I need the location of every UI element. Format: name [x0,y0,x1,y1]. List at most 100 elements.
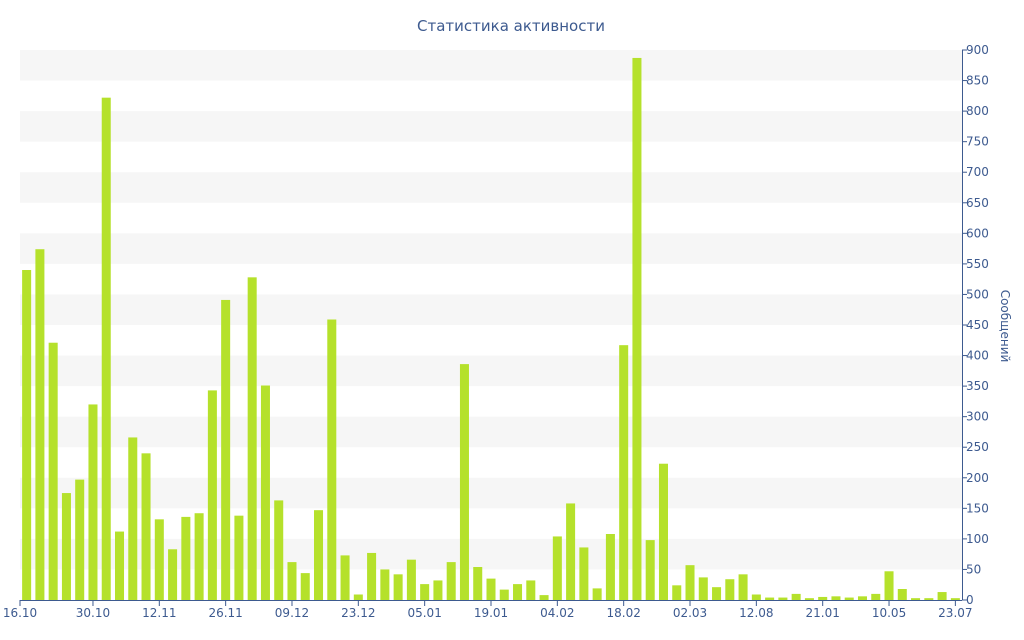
x-tick-label: 02.03 [673,606,707,620]
y-tick-label: 850 [966,74,989,88]
bar[interactable] [141,453,151,600]
bar[interactable] [605,534,615,600]
bar[interactable] [300,573,310,600]
y-tick-label: 500 [966,287,989,301]
bar[interactable] [818,596,828,600]
y-tick-label: 200 [966,471,989,485]
bar[interactable] [924,598,934,600]
bar[interactable] [513,584,523,600]
bar[interactable] [685,565,695,600]
bar[interactable] [247,277,257,600]
bar[interactable] [738,574,748,600]
bar[interactable] [75,479,85,600]
bar[interactable] [804,598,814,600]
x-tick-label: 05.01 [407,606,441,620]
grid-band [20,416,962,448]
bar[interactable] [154,519,164,600]
x-axis: 16.10 30.10 12.11 26.11 09.12 23.12 05.01 19.01… [3,600,973,620]
bar[interactable] [765,597,775,600]
bar[interactable] [221,299,231,600]
bar[interactable] [128,437,138,600]
x-tick-label: 26.11 [208,606,242,620]
bar[interactable] [844,597,854,600]
bar[interactable] [393,574,403,600]
grid-band [20,233,962,264]
bar[interactable] [539,595,549,600]
bar[interactable] [61,493,71,600]
bar[interactable] [314,510,324,600]
bar[interactable] [486,578,496,600]
bar[interactable] [380,569,390,600]
bar[interactable] [406,559,416,600]
y-tick-label: 650 [966,196,989,210]
bar[interactable] [632,57,642,600]
bar[interactable] [207,390,217,600]
bar[interactable] [194,513,204,600]
grid-band [20,355,962,387]
x-tick-label: 04.02 [540,606,574,620]
bar[interactable] [101,97,111,601]
grid-bands [20,50,962,570]
bar[interactable] [831,596,841,600]
bar[interactable] [88,404,98,600]
bar[interactable] [751,594,761,601]
bar[interactable] [698,577,708,600]
bar[interactable] [579,547,589,600]
bar[interactable] [871,593,881,600]
y-axis: 0 50 100 150 200 250 300 350 400 450 500 550 600 650 7… [962,43,989,607]
bar[interactable] [658,463,668,600]
bar[interactable] [725,579,735,600]
bar[interactable] [937,592,947,600]
bar[interactable] [168,549,178,600]
bar[interactable] [274,500,284,600]
bar[interactable] [619,345,629,600]
bar[interactable] [234,515,244,600]
bar[interactable] [459,364,469,600]
bar[interactable] [48,342,58,600]
bar[interactable] [340,555,350,600]
y-tick-label: 750 [966,135,989,149]
y-tick-label: 150 [966,501,989,515]
bar[interactable] [526,580,536,600]
bar[interactable] [22,270,32,600]
bar[interactable] [911,598,921,600]
bar[interactable] [420,584,430,600]
bar[interactable] [181,516,191,600]
x-tick-label: 19.01 [474,606,508,620]
bar[interactable] [327,319,337,601]
bar[interactable] [260,385,270,601]
bar[interactable] [35,249,45,600]
bar[interactable] [499,589,509,600]
bar[interactable] [115,531,125,600]
bar[interactable] [950,598,960,600]
bar[interactable] [884,571,894,600]
bar[interactable] [552,536,562,600]
bar[interactable] [778,597,788,600]
bar[interactable] [367,552,377,600]
bar[interactable] [897,589,907,600]
y-tick-label: 350 [966,379,989,393]
x-tick-label: 10.05 [872,606,906,620]
bar[interactable] [672,585,682,600]
y-tick-label: 400 [966,349,989,363]
bar[interactable] [791,593,801,600]
x-tick-label: 30.10 [76,606,110,620]
bar[interactable] [712,587,722,600]
bar[interactable] [473,567,483,600]
bar[interactable] [446,562,456,600]
x-tick-label: 12.08 [739,606,773,620]
y-tick-label: 800 [966,104,989,118]
x-tick-label: 18.02 [606,606,640,620]
bar[interactable] [645,540,655,600]
bar[interactable] [592,588,602,600]
grid-band [20,172,962,203]
chart-title: Статистика активности [417,17,605,35]
bar[interactable] [857,596,867,600]
bar[interactable] [287,562,297,600]
bar[interactable] [353,594,363,601]
y-tick-label: 100 [966,532,989,546]
bar[interactable] [433,580,443,600]
bars-series [22,57,960,601]
bar[interactable] [566,503,576,600]
